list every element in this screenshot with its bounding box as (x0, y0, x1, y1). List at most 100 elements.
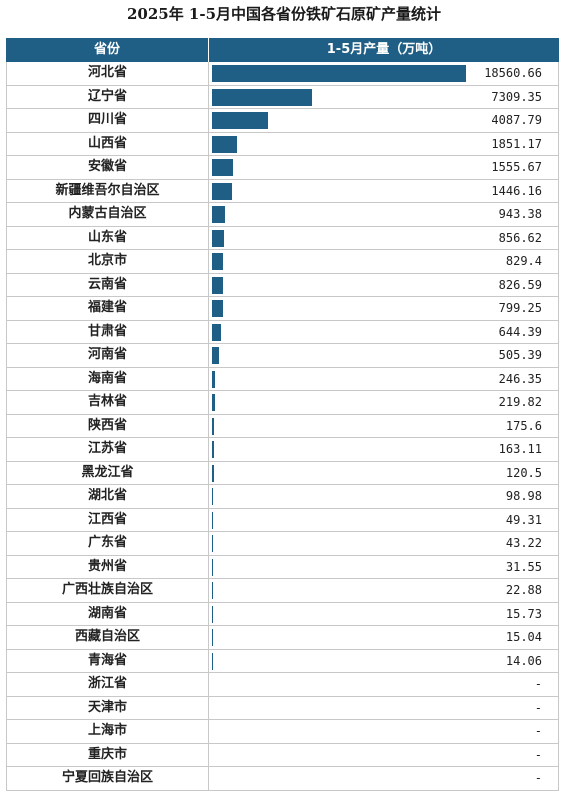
data-bar (212, 323, 221, 341)
table-row: 山西省 1851.17 (6, 132, 559, 156)
table-row: 黑龙江省 120.5 (6, 461, 559, 485)
bar-cell: 14.06 (209, 650, 558, 673)
production-value: - (534, 700, 542, 715)
table-row: 陕西省 175.6 (6, 414, 559, 438)
bar-cell: 219.82 (209, 391, 558, 414)
production-value: 14.06 (505, 653, 542, 668)
table-row: 浙江省 - (6, 673, 559, 697)
data-bar (212, 135, 238, 153)
bar-cell: 175.6 (209, 415, 558, 438)
province-name: 广东省 (7, 532, 209, 555)
data-bar (212, 417, 215, 435)
data-bar (212, 182, 232, 200)
data-bar (212, 276, 224, 294)
table-row: 辽宁省 7309.35 (6, 85, 559, 109)
province-name: 贵州省 (7, 555, 209, 578)
province-name: 山东省 (7, 226, 209, 249)
table-row: 四川省 4087.79 (6, 109, 559, 133)
table-row: 吉林省 219.82 (6, 391, 559, 415)
header-production: 1-5月产量（万吨） (326, 42, 442, 57)
table-row: 宁夏回族自治区 - (6, 767, 559, 791)
production-value: 1446.16 (491, 183, 542, 198)
province-name: 北京市 (7, 250, 209, 273)
bar-cell: 1555.67 (209, 156, 558, 179)
table-row: 新疆维吾尔自治区 1446.16 (6, 179, 559, 203)
province-name: 湖南省 (7, 602, 209, 625)
production-value: 219.82 (498, 395, 542, 409)
bar-cell: 799.25 (209, 297, 558, 320)
province-name: 广西壮族自治区 (7, 579, 209, 602)
production-value: 120.5 (505, 465, 542, 480)
bar-cell: 943.38 (209, 203, 558, 226)
table-row: 河北省 18560.66 (6, 62, 559, 86)
data-bar (212, 488, 214, 505)
bar-cell: 15.73 (209, 603, 558, 626)
table-row: 北京市 829.4 (6, 250, 559, 274)
production-value: - (534, 771, 542, 785)
province-name: 江西省 (7, 508, 209, 531)
bar-cell: 246.35 (209, 368, 558, 391)
bar-cell: 43.22 (209, 532, 558, 555)
bar-cell: 18560.66 (209, 62, 558, 85)
province-name: 河北省 (7, 62, 209, 85)
table-row: 河南省 505.39 (6, 344, 559, 368)
table-row: 天津市 - (6, 696, 559, 720)
table-row: 江苏省 163.11 (6, 438, 559, 462)
province-name: 山西省 (7, 132, 209, 155)
data-bar (212, 65, 466, 82)
province-name: 吉林省 (7, 391, 209, 414)
bar-cell: 31.55 (209, 556, 558, 579)
table-row: 重庆市 - (6, 743, 559, 767)
data-bar (212, 112, 268, 129)
province-name: 黑龙江省 (7, 461, 209, 484)
table-row: 山东省 856.62 (6, 226, 559, 250)
production-value: 15.73 (505, 606, 542, 621)
table-row: 湖北省 98.98 (6, 485, 559, 509)
table-row: 云南省 826.59 (6, 273, 559, 297)
data-bar (212, 88, 313, 106)
production-value: 1851.17 (491, 136, 542, 151)
bar-cell: 856.62 (209, 227, 558, 250)
bar-cell: 1851.17 (209, 133, 558, 156)
table-row: 安徽省 1555.67 (6, 156, 559, 180)
data-bar (212, 441, 215, 458)
province-name: 重庆市 (7, 743, 209, 766)
data-bar (212, 159, 234, 176)
province-name: 福建省 (7, 297, 209, 320)
province-name: 陕西省 (7, 414, 209, 437)
bar-cell: 163.11 (209, 438, 558, 461)
production-value: 7309.35 (491, 89, 542, 104)
production-value: - (534, 724, 542, 738)
province-name: 青海省 (7, 649, 209, 672)
table-row: 广东省 43.22 (6, 532, 559, 556)
table-row: 湖南省 15.73 (6, 602, 559, 626)
province-name: 四川省 (7, 109, 209, 132)
data-bar (212, 394, 215, 411)
province-name: 上海市 (7, 720, 209, 743)
bar-cell: - (209, 720, 558, 743)
production-value: 18560.66 (484, 66, 542, 80)
data-bar (212, 464, 214, 482)
production-value: - (534, 747, 542, 762)
production-value: 98.98 (505, 489, 542, 503)
bar-cell: 120.5 (209, 462, 558, 485)
production-value: 163.11 (498, 442, 542, 456)
table-row: 贵州省 31.55 (6, 555, 559, 579)
bar-cell: 4087.79 (209, 109, 558, 132)
province-name: 西藏自治区 (7, 626, 209, 649)
data-bar (212, 652, 213, 670)
data-bar (212, 229, 224, 247)
province-name: 江苏省 (7, 438, 209, 461)
province-name: 河南省 (7, 344, 209, 367)
data-bar (212, 206, 225, 223)
table-row: 青海省 14.06 (6, 649, 559, 673)
production-value: 175.6 (505, 418, 542, 433)
production-value: 22.88 (505, 583, 542, 597)
bar-cell: - (209, 744, 558, 767)
province-name: 湖北省 (7, 485, 209, 508)
bar-cell: 1446.16 (209, 180, 558, 203)
data-bar (212, 253, 224, 270)
header-province: 省份 (6, 38, 209, 62)
production-value: 31.55 (505, 559, 542, 574)
province-name: 天津市 (7, 696, 209, 719)
